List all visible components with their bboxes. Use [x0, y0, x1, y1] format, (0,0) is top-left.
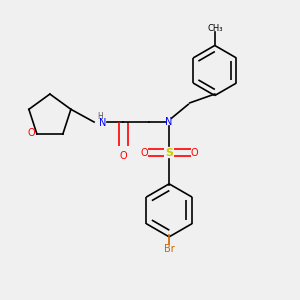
Text: O: O: [120, 152, 127, 161]
Text: N: N: [166, 117, 173, 127]
Text: Br: Br: [164, 244, 175, 254]
Text: CH₃: CH₃: [207, 24, 223, 33]
Text: S: S: [165, 148, 173, 158]
Text: O: O: [140, 148, 148, 158]
Text: O: O: [28, 128, 35, 137]
Text: O: O: [190, 148, 198, 158]
Text: H: H: [97, 112, 103, 121]
Text: N: N: [99, 118, 106, 128]
